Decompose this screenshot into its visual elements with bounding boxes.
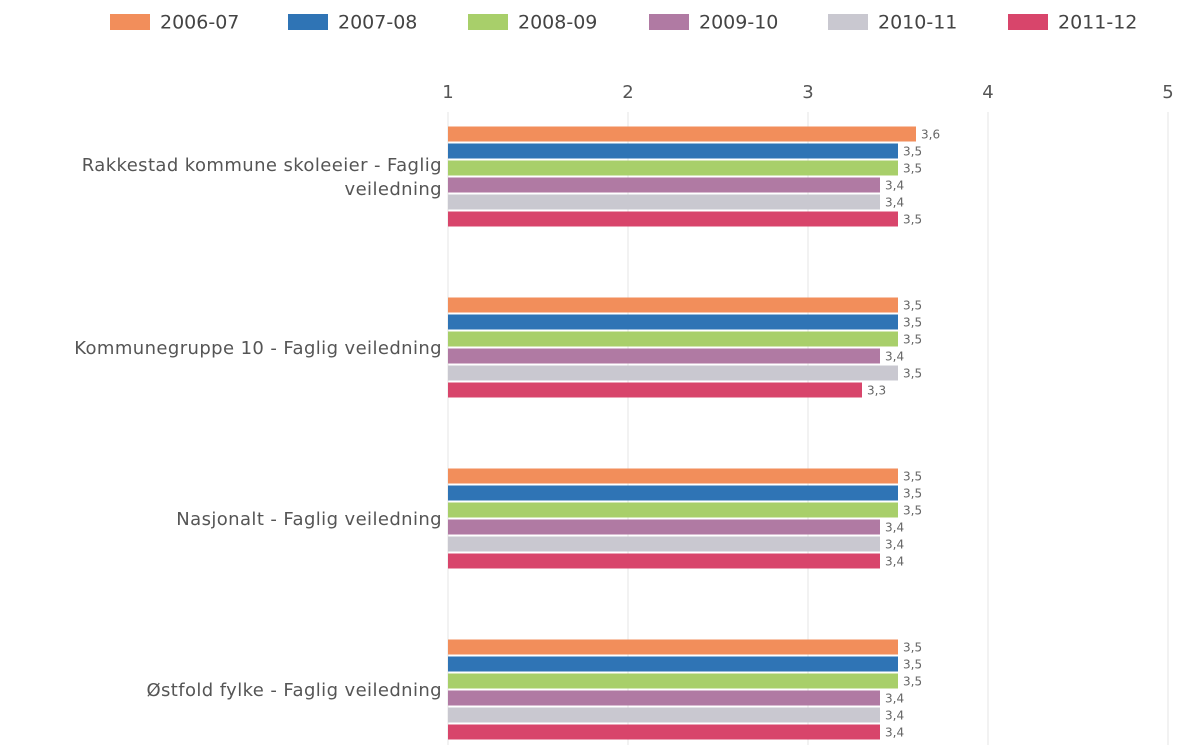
bar <box>448 724 880 740</box>
legend-swatch <box>649 14 689 30</box>
value-label: 3,6 <box>921 128 940 142</box>
bar <box>448 536 880 552</box>
value-label: 3,4 <box>885 709 904 723</box>
bar <box>448 160 898 176</box>
bar <box>448 690 880 706</box>
value-label: 3,4 <box>885 726 904 740</box>
bar <box>448 673 898 689</box>
bar <box>448 519 880 535</box>
value-label: 3,5 <box>903 658 922 672</box>
legend-label: 2011-12 <box>1058 12 1137 34</box>
category-label: Kommunegruppe 10 - Faglig veiledning <box>74 337 442 359</box>
value-label: 3,5 <box>903 504 922 518</box>
legend-swatch <box>1008 14 1048 30</box>
bar <box>448 639 898 655</box>
value-label: 3,5 <box>903 145 922 159</box>
bar <box>448 468 898 484</box>
value-label: 3,4 <box>885 521 904 535</box>
bar <box>448 656 898 672</box>
bar <box>448 211 898 227</box>
bar <box>448 365 898 381</box>
legend-label: 2007-08 <box>338 12 417 34</box>
value-label: 3,5 <box>903 333 922 347</box>
value-label: 3,5 <box>903 470 922 484</box>
bar <box>448 553 880 569</box>
value-label: 3,5 <box>903 367 922 381</box>
value-label: 3,5 <box>903 675 922 689</box>
value-label: 3,5 <box>903 316 922 330</box>
bar <box>448 314 898 330</box>
x-tick-label: 5 <box>1162 82 1173 103</box>
value-label: 3,4 <box>885 692 904 706</box>
x-tick-label: 2 <box>622 82 633 103</box>
bar <box>448 502 898 518</box>
legend-swatch <box>468 14 508 30</box>
legend-label: 2008-09 <box>518 12 597 34</box>
category-label: Nasjonalt - Faglig veiledning <box>176 508 442 530</box>
bar <box>448 485 898 501</box>
value-label: 3,5 <box>903 299 922 313</box>
value-label: 3,3 <box>867 384 886 398</box>
x-tick-label: 3 <box>802 82 813 103</box>
legend-swatch <box>110 14 150 30</box>
x-tick-label: 1 <box>442 82 453 103</box>
bar <box>448 177 880 193</box>
value-label: 3,4 <box>885 555 904 569</box>
value-label: 3,5 <box>903 487 922 501</box>
category-label: Rakkestad kommune skoleeier - Faglig vei… <box>81 154 442 200</box>
legend-swatch <box>828 14 868 30</box>
value-label: 3,4 <box>885 538 904 552</box>
x-tick-label: 4 <box>982 82 993 103</box>
bar <box>448 297 898 313</box>
legend-label: 2009-10 <box>699 12 778 34</box>
bar <box>448 194 880 210</box>
value-label: 3,5 <box>903 213 922 227</box>
bar <box>448 143 898 159</box>
value-label: 3,5 <box>903 162 922 176</box>
bar <box>448 382 862 398</box>
value-label: 3,4 <box>885 179 904 193</box>
bar <box>448 331 898 347</box>
bar <box>448 126 916 142</box>
bar <box>448 348 880 364</box>
bar <box>448 707 880 723</box>
legend-label: 2010-11 <box>878 12 957 34</box>
legend-label: 2006-07 <box>160 12 239 34</box>
value-label: 3,4 <box>885 350 904 364</box>
category-label: Østfold fylke - Faglig veiledning <box>146 679 442 701</box>
value-label: 3,5 <box>903 641 922 655</box>
value-label: 3,4 <box>885 196 904 210</box>
legend-swatch <box>288 14 328 30</box>
